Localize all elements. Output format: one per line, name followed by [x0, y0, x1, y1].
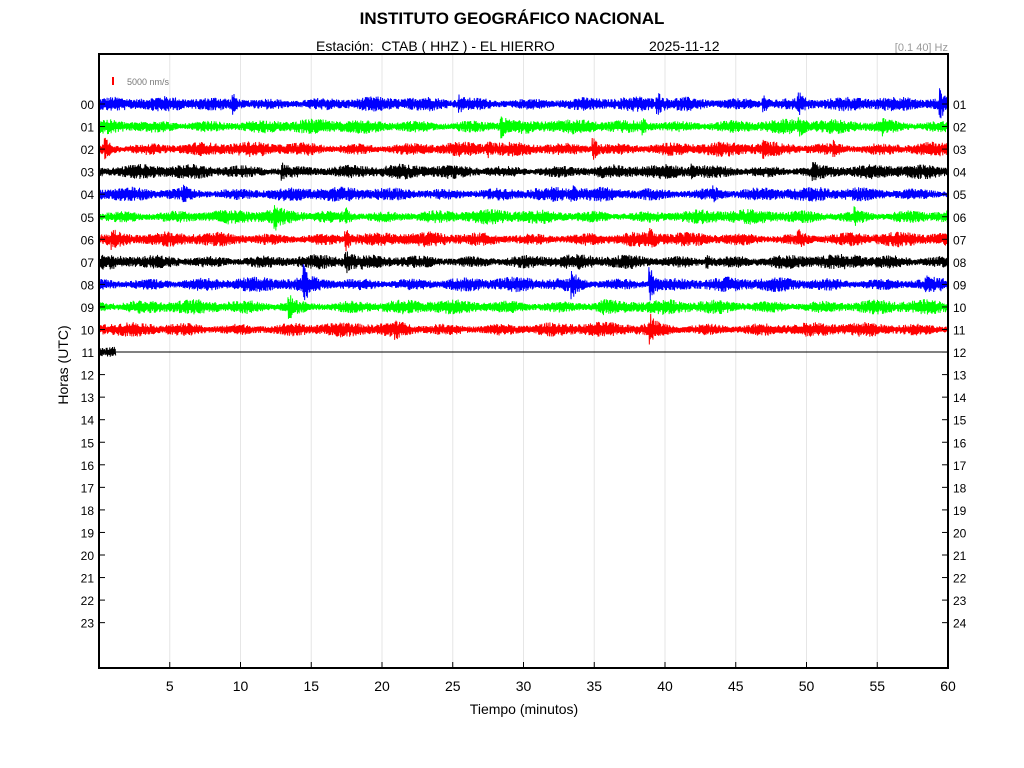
y-tick-label-left: 12 [81, 369, 95, 383]
x-tick-label: 50 [799, 678, 815, 694]
y-tick-label-right: 17 [953, 459, 967, 473]
x-tick-label: 55 [869, 678, 885, 694]
trace-hour-00 [98, 88, 949, 119]
x-tick-label: 20 [374, 678, 390, 694]
y-tick-label-left: 11 [82, 346, 95, 360]
y-tick-label-right: 18 [953, 481, 967, 495]
chart-title: INSTITUTO GEOGRÁFICO NACIONAL [359, 9, 665, 28]
y-tick-label-right: 08 [953, 256, 967, 270]
y-tick-label-right: 21 [953, 549, 967, 563]
x-tick-label: 5 [166, 678, 174, 694]
x-tick-label: 10 [233, 678, 249, 694]
y-tick-label-right: 07 [953, 233, 967, 247]
trace-hour-08 [98, 264, 949, 301]
trace-hour-04 [98, 184, 949, 203]
y-tick-label-left: 16 [81, 459, 95, 473]
y-tick-label-right: 02 [953, 121, 967, 135]
y-tick-label-right: 04 [953, 166, 967, 180]
y-tick-label-left: 09 [81, 301, 95, 315]
y-tick-label-left: 02 [81, 143, 95, 157]
seismic-traces [98, 88, 949, 357]
x-tick-label: 30 [516, 678, 532, 694]
y-tick-label-left: 19 [81, 526, 95, 540]
y-tick-label-left: 06 [81, 233, 95, 247]
amplitude-scale: 5000 nm/s [112, 77, 170, 87]
y-tick-label-left: 21 [81, 572, 95, 586]
y-tick-label-left: 05 [81, 211, 95, 225]
y-tick-label-left: 00 [81, 98, 95, 112]
x-tick-label: 60 [940, 678, 956, 694]
trace-hour-09 [98, 295, 949, 319]
y-tick-label-right: 22 [953, 572, 967, 586]
y-tick-label-left: 10 [81, 324, 95, 338]
y-tick-label-right: 24 [953, 617, 967, 631]
x-tick-labels: 5 10 15 20 25 30 35 40 45 50 55 60 [166, 662, 956, 694]
trace-hour-07 [98, 251, 949, 274]
y-tick-label-left: 07 [81, 256, 95, 270]
y-tick-label-left: 13 [81, 391, 95, 405]
y-tick-label-left: 22 [81, 594, 95, 608]
y-tick-label-left: 17 [81, 481, 95, 495]
y-tick-labels: 00 01 02 03 04 05 06 07 08 09 10 11 12 13 14 15 16 17 18 19… [81, 98, 967, 631]
y-tick-label-left: 03 [81, 166, 95, 180]
y-tick-label-left: 15 [81, 436, 95, 450]
y-tick-label-left: 23 [81, 617, 95, 631]
y-tick-label-right: 06 [953, 211, 967, 225]
y-tick-label-right: 13 [953, 369, 967, 383]
y-tick-label-right: 16 [953, 436, 967, 450]
trace-hour-10 [98, 313, 949, 345]
trace-hour-01 [98, 116, 949, 139]
y-tick-label-left: 01 [81, 121, 95, 135]
y-tick-label-left: 08 [81, 278, 95, 292]
y-tick-label-right: 19 [953, 504, 967, 518]
y-tick-label-left: 18 [81, 504, 95, 518]
y-tick-label-right: 15 [953, 414, 967, 428]
grid-lines [169, 54, 878, 668]
trace-hour-05 [98, 205, 949, 231]
trace-hour-02 [98, 137, 949, 160]
trace-hour-06 [98, 227, 949, 252]
filter-label: [0.1 40] Hz [894, 42, 948, 54]
y-tick-label-right: 12 [953, 346, 967, 360]
y-tick-label-right: 11 [953, 324, 966, 338]
scale-label: 5000 nm/s [127, 77, 170, 87]
x-tick-label: 45 [728, 678, 744, 694]
y-tick-label-left: 14 [81, 414, 95, 428]
y-tick-label-right: 23 [953, 594, 967, 608]
y-tick-label-right: 01 [953, 98, 967, 112]
y-tick-label-right: 03 [953, 143, 967, 157]
x-tick-label: 25 [445, 678, 461, 694]
x-axis-label: Tiempo (minutos) [469, 701, 579, 717]
trace-hour-03 [98, 162, 949, 182]
station-label: Estación: CTAB ( HHZ ) - EL HIERRO [316, 38, 555, 54]
y-tick-label-left: 04 [81, 188, 95, 202]
y-tick-label-right: 10 [953, 301, 967, 315]
y-tick-label-right: 09 [953, 278, 967, 292]
x-tick-label: 40 [657, 678, 673, 694]
y-tick-label-right: 14 [953, 391, 967, 405]
y-tick-label-left: 20 [81, 549, 95, 563]
x-tick-label: 15 [303, 678, 319, 694]
y-tick-label-right: 20 [953, 526, 967, 540]
date-label: 2025-11-12 [649, 38, 720, 54]
y-tick-label-right: 05 [953, 188, 967, 202]
trace-hour-11 [98, 346, 117, 357]
x-tick-label: 35 [586, 678, 602, 694]
